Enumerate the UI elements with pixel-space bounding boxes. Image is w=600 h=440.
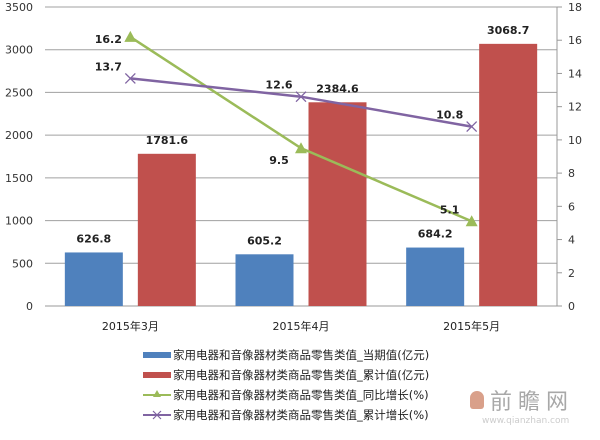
svg-text:16: 16 bbox=[568, 34, 582, 47]
svg-text:1000: 1000 bbox=[5, 215, 33, 228]
svg-text:500: 500 bbox=[12, 257, 33, 270]
svg-text:13.7: 13.7 bbox=[95, 60, 122, 73]
right-axis: 0 2 4 6 8 10 12 14 16 18 bbox=[556, 1, 582, 313]
svg-text:3000: 3000 bbox=[5, 44, 33, 57]
green-triangle-line-icon bbox=[143, 385, 171, 405]
svg-text:3068.7: 3068.7 bbox=[487, 24, 529, 37]
svg-text:16.2: 16.2 bbox=[95, 33, 122, 46]
svg-text:18: 18 bbox=[568, 1, 582, 14]
blue-bar-swatch-icon bbox=[143, 345, 171, 365]
left-axis-ticks: 0 500 1000 1500 2000 2500 3000 3500 bbox=[5, 1, 33, 313]
purple-x-line-icon bbox=[143, 405, 171, 425]
svg-text:10.8: 10.8 bbox=[436, 109, 463, 122]
svg-text:1500: 1500 bbox=[5, 172, 33, 185]
svg-text:684.2: 684.2 bbox=[418, 228, 453, 241]
watermark-text: 前瞻网 bbox=[490, 390, 575, 415]
svg-text:8: 8 bbox=[568, 167, 575, 180]
legend-item-current: 家用电器和音像器材类商品零售类值_当期值(亿元) bbox=[143, 345, 429, 365]
legend-item-cumulative: 家用电器和音像器材类商品零售类值_累计值(亿元) bbox=[143, 365, 429, 385]
svg-text:2384.6: 2384.6 bbox=[316, 82, 359, 95]
watermark: 前瞻网 www.qianzhan.com bbox=[470, 384, 574, 426]
legend-item-cum-growth: 家用电器和音像器材类商品零售类值_累计增长(%) bbox=[143, 405, 429, 425]
svg-text:2015年5月: 2015年5月 bbox=[443, 319, 500, 333]
svg-text:5.1: 5.1 bbox=[440, 203, 460, 216]
svg-text:626.8: 626.8 bbox=[76, 232, 111, 245]
svg-text:2500: 2500 bbox=[5, 86, 33, 99]
svg-text:2015年3月: 2015年3月 bbox=[102, 319, 159, 333]
legend-label: 家用电器和音像器材类商品零售类值_累计值(亿元) bbox=[173, 368, 430, 382]
svg-text:3500: 3500 bbox=[5, 1, 33, 14]
lines: 16.2 9.5 5.1 13.7 12.6 10.8 bbox=[95, 30, 478, 227]
svg-text:14: 14 bbox=[568, 67, 582, 80]
watermark-url: www.qianzhan.com bbox=[482, 416, 570, 426]
svg-text:9.5: 9.5 bbox=[269, 154, 289, 167]
legend-label: 家用电器和音像器材类商品零售类值_同比增长(%) bbox=[173, 388, 429, 402]
bars: 626.8 1781.6 605.2 2384.6 684.2 3068.7 bbox=[64, 24, 538, 307]
legend-label: 家用电器和音像器材类商品零售类值_累计增长(%) bbox=[173, 408, 429, 422]
svg-text:2015年4月: 2015年4月 bbox=[273, 319, 330, 333]
svg-text:1781.6: 1781.6 bbox=[146, 134, 189, 147]
svg-text:4: 4 bbox=[568, 234, 575, 247]
svg-text:6: 6 bbox=[568, 200, 575, 213]
qianzhan-logo-icon bbox=[470, 391, 484, 409]
combo-chart: 0 500 1000 1500 2000 2500 3000 3500 0 2 4 6 8 10 12 14… bbox=[5, 1, 582, 333]
legend-item-yoy: 家用电器和音像器材类商品零售类值_同比增长(%) bbox=[143, 385, 429, 405]
svg-text:0: 0 bbox=[568, 300, 575, 313]
category-labels: 2015年3月 2015年4月 2015年5月 bbox=[102, 319, 500, 333]
red-bar-swatch-icon bbox=[143, 365, 171, 385]
svg-text:0: 0 bbox=[26, 300, 33, 313]
svg-text:12.6: 12.6 bbox=[265, 79, 292, 92]
svg-text:12: 12 bbox=[568, 101, 582, 114]
svg-text:2000: 2000 bbox=[5, 129, 33, 142]
svg-text:605.2: 605.2 bbox=[247, 234, 282, 247]
svg-text:2: 2 bbox=[568, 267, 575, 280]
gridlines bbox=[45, 6, 557, 307]
legend-label: 家用电器和音像器材类商品零售类值_当期值(亿元) bbox=[173, 348, 430, 362]
svg-text:10: 10 bbox=[568, 134, 582, 147]
legend: 家用电器和音像器材类商品零售类值_当期值(亿元) 家用电器和音像器材类商品零售类… bbox=[143, 345, 429, 425]
